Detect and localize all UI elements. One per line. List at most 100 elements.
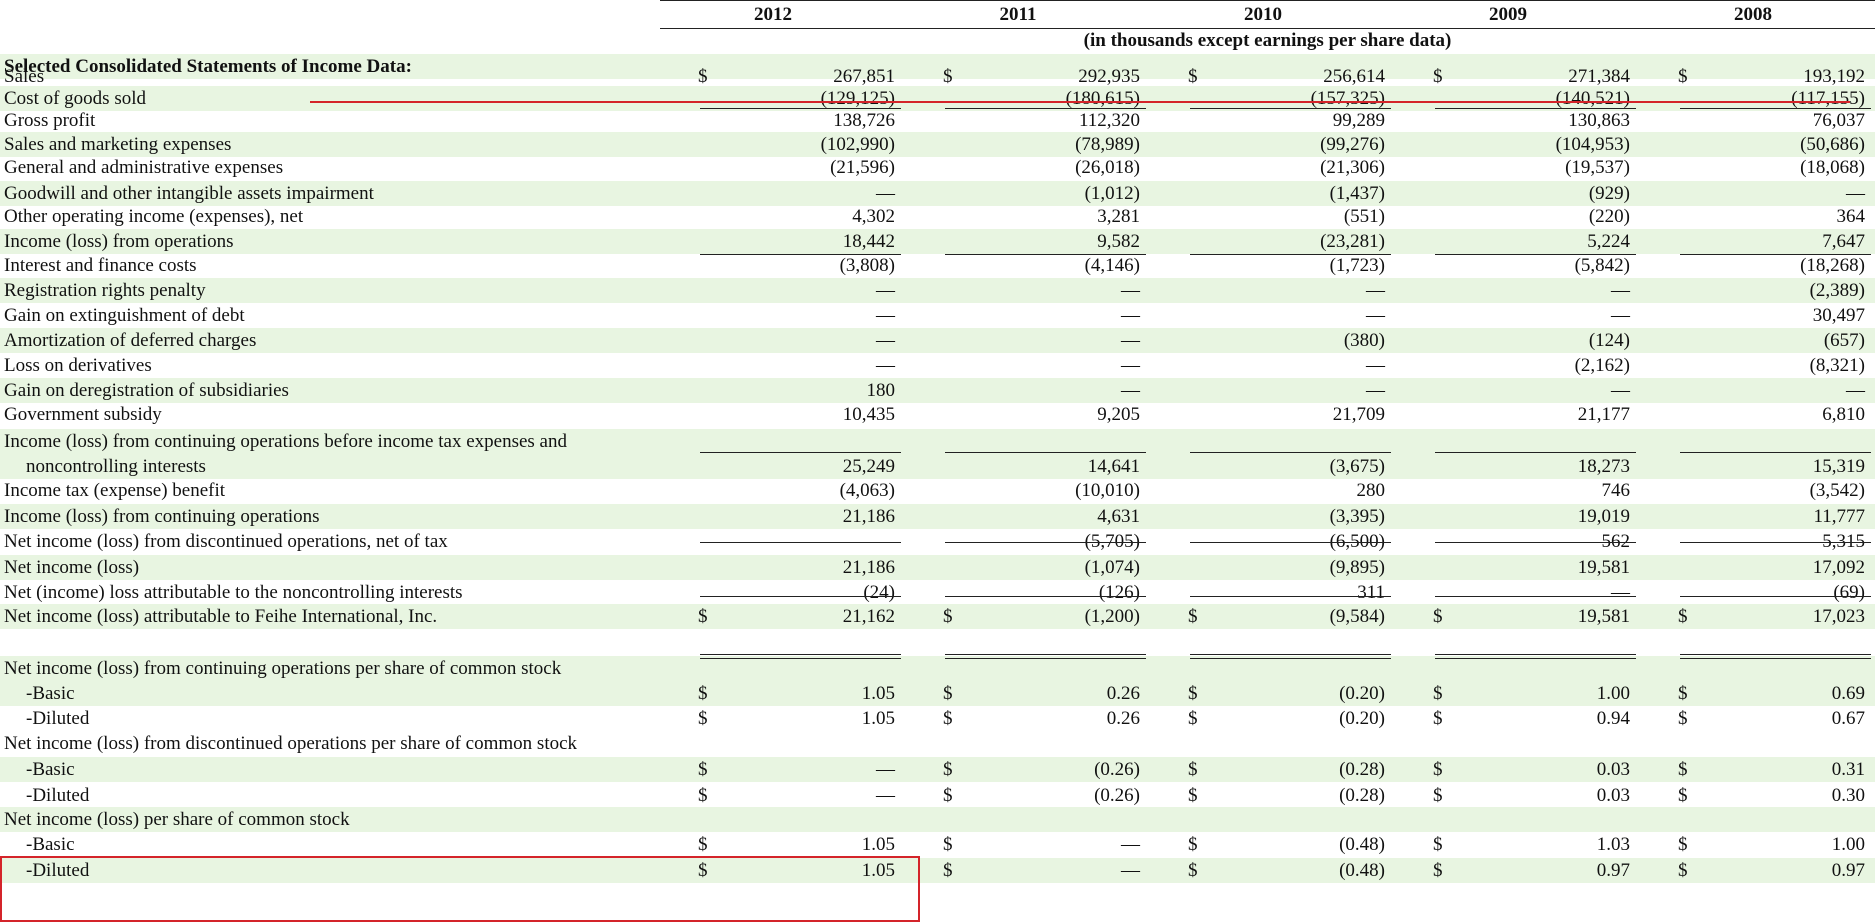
row-label: -Basic: [26, 759, 75, 780]
cell-value: 267,851: [833, 66, 895, 87]
cell-value: (19,537): [1565, 157, 1630, 178]
cell-value: (929): [1588, 183, 1630, 204]
cell-value: (9,895): [1329, 557, 1385, 578]
year-rule: [1640, 28, 1875, 29]
row-label: Sales and marketing expenses: [4, 134, 232, 155]
cell-value: 138,726: [833, 110, 895, 131]
cell-value: —: [1366, 280, 1385, 301]
row-band: [0, 378, 1875, 403]
cell-value: (0.20): [1339, 708, 1385, 729]
currency-symbol: $: [1678, 606, 1688, 627]
cell-value: (99,276): [1320, 134, 1385, 155]
cell-value: 193,192: [1803, 66, 1865, 87]
subtotal-rule: [1435, 596, 1636, 597]
table-row: Goodwill and other intangible assets imp…: [0, 181, 1875, 206]
double-total-rule: [700, 654, 901, 659]
cell-value: 10,435: [842, 404, 895, 425]
cell-value: (1,200): [1084, 606, 1140, 627]
cell-value: 1.05: [861, 683, 895, 704]
currency-symbol: $: [1433, 66, 1443, 87]
table-row: -Diluted $1.05 $0.26 $ (0.20) $0.94 $0.67: [0, 706, 1875, 731]
cell-value: (26,018): [1075, 157, 1140, 178]
cell-value: (551): [1343, 206, 1385, 227]
row-label: Other operating income (expenses), net: [4, 206, 304, 227]
currency-symbol: $: [943, 785, 953, 806]
cell-value: 9,582: [1097, 231, 1140, 252]
cell-value: 21,186: [842, 506, 895, 527]
cell-value: (23,281): [1320, 231, 1385, 252]
cell-value: 4,302: [852, 206, 895, 227]
cell-value: 21,162: [842, 606, 895, 627]
row-label: Government subsidy: [4, 404, 162, 425]
row-label: -Diluted: [26, 860, 90, 881]
subtotal-rule: [945, 254, 1146, 255]
row-label: -Basic: [26, 683, 75, 704]
table-row: Net income (loss) from discontinued oper…: [0, 529, 1875, 554]
subtotal-rule: [945, 596, 1146, 597]
cell-value: (0.28): [1339, 759, 1385, 780]
row-label: Net income (loss) per share of common st…: [4, 809, 350, 830]
cell-value: 746: [1601, 480, 1631, 501]
year-header: 2012: [754, 4, 792, 25]
cell-value: —: [1846, 380, 1865, 401]
cell-value: 9,205: [1097, 404, 1140, 425]
row-label: Loss on derivatives: [4, 355, 152, 376]
row-label: Sales: [4, 66, 45, 87]
table-row: Income (loss) from continuing operations…: [0, 429, 1875, 454]
row-label: Cost of goods sold: [4, 88, 146, 109]
currency-symbol: $: [698, 66, 708, 87]
subtotal-rule: [1680, 254, 1871, 255]
year-rule: [905, 28, 1150, 29]
cell-value: (126): [1098, 582, 1140, 603]
currency-symbol: $: [943, 759, 953, 780]
cell-value: 99,289: [1332, 110, 1385, 131]
year-rule: [1150, 28, 1395, 29]
row-band: [0, 656, 1875, 681]
subtotal-rule: [1435, 254, 1636, 255]
cell-value: (3,675): [1329, 456, 1385, 477]
cell-value: (1,074): [1084, 557, 1140, 578]
cell-value: (4,146): [1084, 255, 1140, 276]
cell-value: —: [876, 183, 895, 204]
cell-value: —: [876, 355, 895, 376]
cell-value: (5,842): [1574, 255, 1630, 276]
cell-value: (102,990): [820, 134, 895, 155]
cell-value: 5,315: [1822, 531, 1865, 552]
cell-value: 0.30: [1831, 785, 1865, 806]
cell-value: 14,641: [1087, 456, 1140, 477]
currency-symbol: $: [1433, 683, 1443, 704]
currency-symbol: $: [1433, 860, 1443, 881]
cell-value: (3,542): [1809, 480, 1865, 501]
cell-value: 1.00: [1831, 834, 1865, 855]
cell-value: 21,177: [1577, 404, 1630, 425]
currency-symbol: $: [1433, 708, 1443, 729]
subtotal-rule: [1435, 452, 1636, 453]
cell-value: (78,989): [1075, 134, 1140, 155]
currency-symbol: $: [943, 708, 953, 729]
row-band: [0, 54, 1875, 79]
highlight-underline: [310, 101, 1850, 103]
cell-value: —: [1611, 305, 1630, 326]
cell-value: 21,186: [842, 557, 895, 578]
row-label: Income (loss) from operations: [4, 231, 234, 252]
cell-value: 3,281: [1097, 206, 1140, 227]
row-label: Interest and finance costs: [4, 255, 197, 276]
row-band: [0, 429, 1875, 454]
row-label: Selected Consolidated Statements of Inco…: [4, 56, 412, 77]
cell-value: 562: [1601, 531, 1631, 552]
cell-value: —: [1611, 280, 1630, 301]
currency-symbol: $: [698, 860, 708, 881]
cell-value: 0.97: [1831, 860, 1865, 881]
cell-value: 6,810: [1822, 404, 1865, 425]
cell-value: 0.97: [1596, 860, 1630, 881]
subtotal-rule: [1680, 542, 1871, 543]
year-top-rule: [1395, 0, 1640, 1]
currency-symbol: $: [698, 759, 708, 780]
double-total-rule: [945, 654, 1146, 659]
cell-value: —: [1121, 380, 1140, 401]
cell-value: 30,497: [1812, 305, 1865, 326]
row-label: Gain on deregistration of subsidiaries: [4, 380, 289, 401]
cell-value: 76,037: [1812, 110, 1865, 131]
table-row: Registration rights penalty — — — — (2,389): [0, 278, 1875, 303]
row-label: Net income (loss) from continuing operat…: [4, 658, 562, 679]
